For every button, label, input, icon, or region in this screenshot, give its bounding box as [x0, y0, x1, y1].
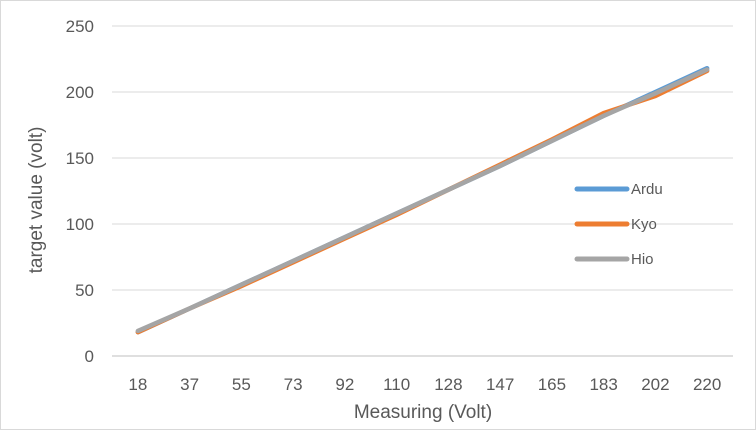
y-tick-label: 250 [66, 17, 94, 36]
series-lines [135, 65, 710, 335]
x-tick-label: 55 [232, 375, 251, 394]
x-tick-label: 165 [538, 375, 566, 394]
y-tick-label: 50 [75, 281, 94, 300]
x-tick-label: 37 [180, 375, 199, 394]
y-axis-title: target value (volt) [26, 127, 47, 274]
y-tick-label: 0 [85, 347, 94, 366]
x-axis-title: Measuring (Volt) [354, 402, 492, 423]
legend-label-kyo: Kyo [631, 216, 657, 233]
legend-label-hio: Hio [631, 251, 654, 268]
x-tick-label: 73 [284, 375, 303, 394]
x-tick-label: 183 [589, 375, 617, 394]
legend: Ardu Kyo Hio [574, 181, 663, 268]
x-tick-label: 110 [383, 375, 410, 394]
x-tick-label: 18 [128, 375, 147, 394]
legend-label-ardu: Ardu [631, 181, 663, 198]
y-tick-label: 150 [66, 149, 94, 168]
x-tick-label: 147 [486, 375, 514, 394]
x-tick-label: 128 [434, 375, 462, 394]
y-axis-tick-labels: 0 50 100 150 200 250 [66, 17, 94, 366]
x-tick-label: 202 [641, 375, 669, 394]
series-line-hio [135, 67, 710, 334]
x-tick-label: 92 [335, 375, 354, 394]
x-tick-label: 220 [693, 375, 721, 394]
y-tick-label: 100 [66, 215, 94, 234]
y-tick-label: 200 [66, 83, 94, 102]
x-axis-tick-labels: 18 37 55 73 92 110 128 147 165 183 202 220 [128, 375, 721, 394]
gridlines [112, 25, 733, 357]
